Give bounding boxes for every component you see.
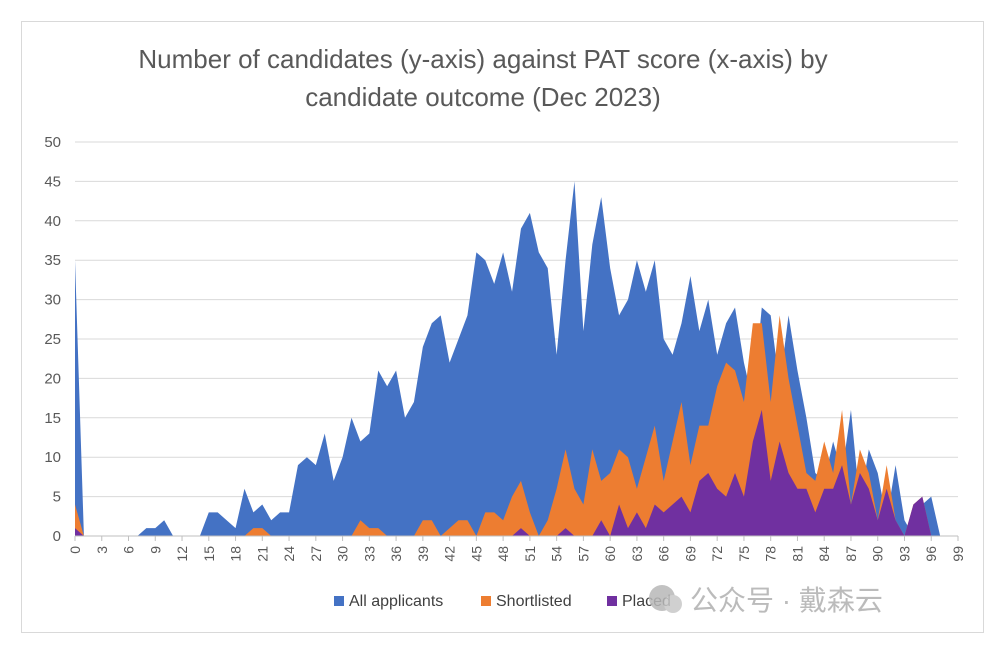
- legend-swatch: [481, 596, 491, 606]
- chart-title: Number of candidates (y-axis) against PA…: [138, 44, 827, 112]
- x-tick-label: 24: [281, 546, 297, 562]
- y-axis-ticks: 0 5 10 15 20 25 30 35 40 45 50: [44, 134, 61, 545]
- area-series-placed: [75, 409, 958, 536]
- x-tick-label: 63: [629, 546, 645, 562]
- x-tick-label: 72: [709, 546, 725, 562]
- y-tick-label: 10: [44, 449, 61, 466]
- x-tick-label: 27: [308, 546, 324, 562]
- x-tick-label: 6: [121, 546, 137, 554]
- x-tick-label: 36: [388, 546, 404, 562]
- x-axis-ticks: 0 3 6 9 12 15 18 21 24 27 30 33 36 39 42 45 48 51 54 57 60 63…: [67, 536, 966, 562]
- y-tick-label: 35: [44, 252, 61, 269]
- x-tick-label: 84: [816, 546, 832, 562]
- x-tick-label: 90: [870, 546, 886, 562]
- x-tick-label: 21: [254, 546, 270, 562]
- y-tick-label: 15: [44, 410, 61, 427]
- y-tick-label: 0: [53, 528, 61, 545]
- chart-title-line-2: candidate outcome (Dec 2023): [305, 82, 661, 112]
- x-tick-label: 78: [763, 546, 779, 562]
- legend: All applicants Shortlisted Placed: [334, 593, 671, 610]
- watermark-text: 公众号 · 戴森云: [690, 585, 883, 616]
- x-tick-label: 57: [575, 546, 591, 562]
- y-tick-label: 20: [44, 370, 61, 387]
- legend-swatch: [607, 596, 617, 606]
- wechat-icon-bubble: [664, 595, 682, 613]
- x-tick-label: 87: [843, 546, 859, 562]
- x-tick-label: 66: [656, 546, 672, 562]
- x-tick-label: 54: [549, 546, 565, 562]
- legend-label: Shortlisted: [496, 593, 572, 610]
- x-tick-label: 69: [682, 546, 698, 562]
- x-tick-label: 39: [415, 546, 431, 562]
- x-tick-label: 15: [201, 546, 217, 562]
- x-tick-label: 0: [67, 546, 83, 554]
- x-tick-label: 42: [442, 546, 458, 562]
- chart-frame: Number of candidates (y-axis) against PA…: [21, 21, 984, 633]
- x-tick-label: 93: [896, 546, 912, 562]
- x-tick-label: 18: [228, 546, 244, 562]
- x-tick-label: 3: [94, 546, 110, 554]
- y-tick-label: 30: [44, 292, 61, 309]
- y-tick-label: 5: [53, 489, 61, 506]
- legend-swatch: [334, 596, 344, 606]
- chart-title-line-1: Number of candidates (y-axis) against PA…: [138, 44, 827, 74]
- x-tick-label: 45: [468, 546, 484, 562]
- x-tick-label: 30: [335, 546, 351, 562]
- x-tick-label: 60: [602, 546, 618, 562]
- x-tick-label: 99: [950, 546, 966, 562]
- x-tick-label: 48: [495, 546, 511, 562]
- x-tick-label: 9: [147, 546, 163, 554]
- chart-canvas: Number of candidates (y-axis) against PA…: [44, 44, 966, 616]
- y-tick-label: 25: [44, 331, 61, 348]
- x-tick-label: 12: [174, 546, 190, 562]
- y-tick-label: 50: [44, 134, 61, 151]
- x-tick-label: 81: [789, 546, 805, 562]
- x-tick-label: 33: [361, 546, 377, 562]
- x-tick-label: 96: [923, 546, 939, 562]
- x-tick-label: 51: [522, 546, 538, 562]
- y-tick-label: 45: [44, 173, 61, 190]
- watermark: 公众号 · 戴森云: [649, 585, 883, 616]
- plot-areas: [75, 181, 958, 536]
- y-tick-label: 40: [44, 213, 61, 230]
- legend-label: All applicants: [349, 593, 443, 610]
- x-tick-label: 75: [736, 546, 752, 562]
